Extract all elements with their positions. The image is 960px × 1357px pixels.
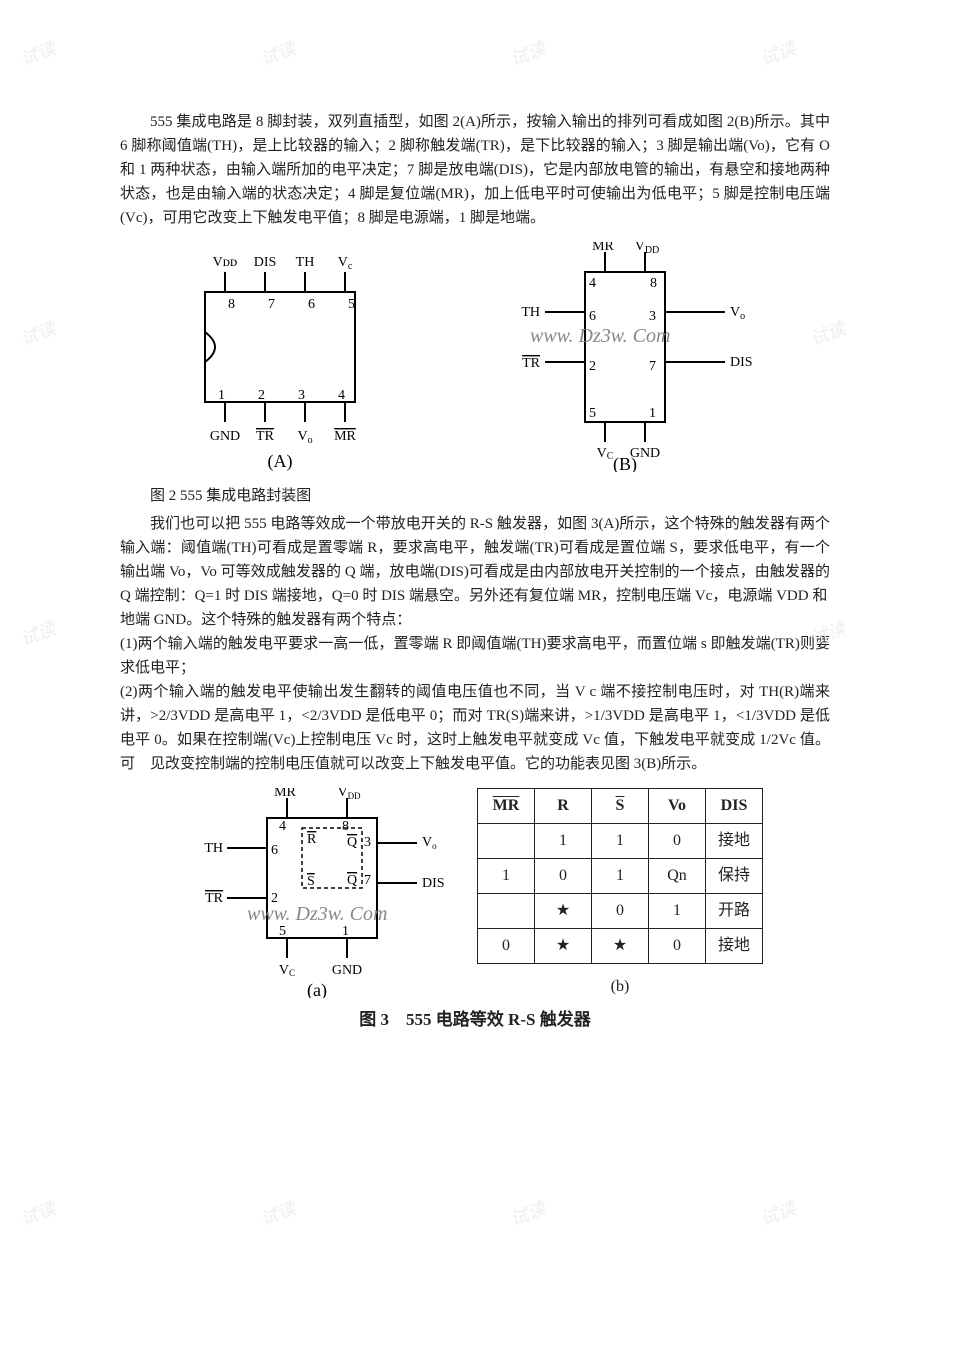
figure-3: MR VDD 48 TH6 R Q3 TR2 S Q7 Vo DIS 51 VC… bbox=[120, 788, 830, 1033]
svg-text:8: 8 bbox=[228, 297, 235, 312]
truth-header-row: MR R S Vo DIS bbox=[478, 789, 763, 824]
truth-row: 0 ★ ★ 0 接地 bbox=[478, 929, 763, 964]
svg-text:DIS: DIS bbox=[422, 876, 445, 891]
th-mr: MR bbox=[478, 789, 535, 824]
figure-2-caption: 图 2 555 集成电路封装图 bbox=[120, 484, 830, 508]
svg-text:7: 7 bbox=[364, 873, 371, 888]
svg-text:5: 5 bbox=[348, 297, 355, 312]
svg-text:Vc: Vc bbox=[338, 255, 353, 272]
svg-text:(a): (a) bbox=[307, 980, 327, 998]
svg-text:(A): (A) bbox=[268, 451, 293, 472]
paragraph-gnd: 地端 GND。这个特殊的触发器有两个特点： bbox=[120, 608, 830, 632]
svg-text:1: 1 bbox=[649, 406, 656, 421]
svg-text:R: R bbox=[307, 832, 317, 847]
watermark-text: 试读 bbox=[756, 1195, 800, 1234]
svg-text:TR: TR bbox=[256, 429, 275, 444]
svg-text:Q: Q bbox=[347, 835, 357, 850]
svg-text:VDD: VDD bbox=[635, 242, 660, 256]
svg-text:TH: TH bbox=[296, 255, 315, 270]
watermark-text: 试读 bbox=[756, 35, 800, 74]
svg-text:6: 6 bbox=[308, 297, 315, 312]
truth-table: MR R S Vo DIS 1 1 0 接地 1 0 1 Qn bbox=[477, 788, 763, 964]
svg-text:3: 3 bbox=[298, 388, 305, 403]
svg-text:2: 2 bbox=[589, 359, 596, 374]
fig2b-diagram: MR VDD 48 TH63 TR27 Vo DIS 51 VC GND www… bbox=[485, 242, 785, 472]
svg-text:Vᴅᴅ: Vᴅᴅ bbox=[213, 255, 238, 270]
th-r: R bbox=[535, 789, 592, 824]
svg-text:VDD: VDD bbox=[337, 788, 361, 801]
svg-text:7: 7 bbox=[268, 297, 275, 312]
svg-text:Vo: Vo bbox=[297, 429, 312, 446]
svg-text:2: 2 bbox=[258, 388, 265, 403]
fig3a-diagram: MR VDD 48 TH6 R Q3 TR2 S Q7 Vo DIS 51 VC… bbox=[187, 788, 447, 998]
svg-text:TH: TH bbox=[521, 305, 540, 320]
svg-text:4: 4 bbox=[279, 819, 286, 834]
fig3b-table-wrap: MR R S Vo DIS 1 1 0 接地 1 0 1 Qn bbox=[477, 788, 763, 1000]
svg-text:MR: MR bbox=[592, 242, 614, 254]
th-dis: DIS bbox=[706, 789, 763, 824]
svg-text:6: 6 bbox=[589, 309, 596, 324]
truth-row: 1 1 0 接地 bbox=[478, 824, 763, 859]
svg-text:MR: MR bbox=[334, 429, 356, 444]
svg-text:DIS: DIS bbox=[254, 255, 277, 270]
svg-text:5: 5 bbox=[589, 406, 596, 421]
svg-text:3: 3 bbox=[364, 835, 371, 850]
svg-text:MR: MR bbox=[274, 788, 296, 800]
svg-text:TR: TR bbox=[205, 891, 224, 906]
watermark-text: 试读 bbox=[16, 35, 60, 74]
svg-text:www. Dz3w. Com: www. Dz3w. Com bbox=[530, 325, 670, 347]
fig3b-label: (b) bbox=[477, 974, 763, 1000]
svg-text:GND: GND bbox=[210, 429, 240, 444]
svg-text:4: 4 bbox=[589, 276, 596, 291]
svg-text:TR: TR bbox=[522, 356, 541, 371]
svg-text:www. Dz3w. Com: www. Dz3w. Com bbox=[247, 903, 387, 925]
watermark-text: 试读 bbox=[16, 315, 60, 354]
svg-text:1: 1 bbox=[218, 388, 225, 403]
truth-row: 1 0 1 Qn 保持 bbox=[478, 859, 763, 894]
svg-text:6: 6 bbox=[271, 843, 278, 858]
watermark-text: 试读 bbox=[506, 1195, 550, 1234]
svg-text:TH: TH bbox=[204, 841, 223, 856]
watermark-text: 试读 bbox=[506, 35, 550, 74]
svg-text:Vo: Vo bbox=[730, 305, 745, 322]
th-vo: Vo bbox=[649, 789, 706, 824]
truth-row: ★ 0 1 开路 bbox=[478, 894, 763, 929]
watermark-text: 试读 bbox=[16, 615, 60, 654]
svg-text:1: 1 bbox=[342, 924, 349, 939]
svg-text:8: 8 bbox=[650, 276, 657, 291]
svg-text:(B): (B) bbox=[613, 454, 637, 472]
th-s: S bbox=[592, 789, 649, 824]
svg-text:7: 7 bbox=[649, 359, 656, 374]
paragraph-point-1: (1)两个输入端的触发电平要求一高一低，置零端 R 即阈值端(TH)要求高电平，… bbox=[120, 632, 830, 680]
svg-text:GND: GND bbox=[332, 963, 362, 978]
svg-text:4: 4 bbox=[338, 388, 345, 403]
svg-text:8: 8 bbox=[342, 819, 349, 834]
paragraph-intro: 555 集成电路是 8 脚封装，双列直插型，如图 2(A)所示，按输入输出的排列… bbox=[120, 110, 830, 230]
fig2a-diagram: Vᴅᴅ DIS TH Vc 8 7 6 5 1 2 3 4 GND TR Vo MR (A) bbox=[165, 242, 395, 472]
watermark-text: 试读 bbox=[256, 35, 300, 74]
figure-3-caption: 图 3 555 电路等效 R-S 触发器 bbox=[120, 1006, 830, 1033]
paragraph-rs-intro: 我们也可以把 555 电路等效成一个带放电开关的 R-S 触发器，如图 3(A)… bbox=[120, 512, 830, 608]
svg-text:3: 3 bbox=[649, 309, 656, 324]
svg-text:VC: VC bbox=[279, 963, 295, 978]
paragraph-point-2: (2)两个输入端的触发电平使输出发生翻转的阈值电压值也不同，当 V c 端不接控… bbox=[120, 680, 830, 776]
svg-text:Q: Q bbox=[347, 873, 357, 888]
svg-text:5: 5 bbox=[279, 924, 286, 939]
watermark-text: 试读 bbox=[16, 1195, 60, 1234]
svg-text:VC: VC bbox=[597, 446, 614, 462]
figure-2: Vᴅᴅ DIS TH Vc 8 7 6 5 1 2 3 4 GND TR Vo MR (A) bbox=[120, 242, 830, 472]
svg-text:Vo: Vo bbox=[422, 835, 437, 851]
watermark-text: 试读 bbox=[256, 1195, 300, 1234]
svg-text:S: S bbox=[307, 874, 315, 889]
svg-text:DIS: DIS bbox=[730, 355, 753, 370]
